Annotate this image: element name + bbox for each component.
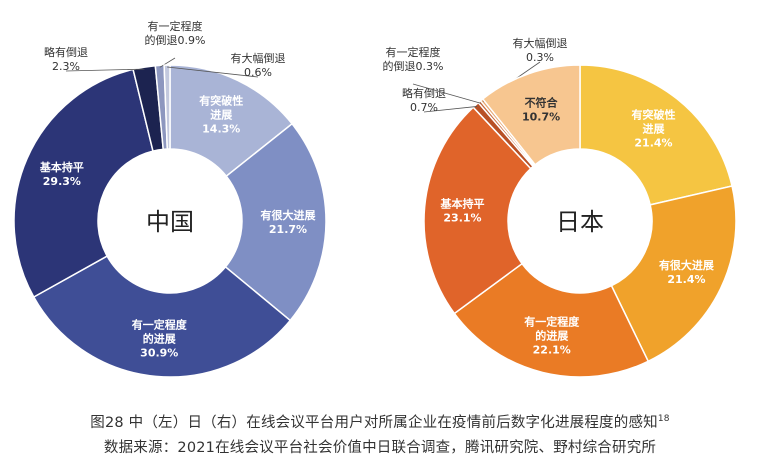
slice-value-label: 21.7%	[269, 223, 307, 236]
caption-text: 图28 中（左）日（右）在线会议平台用户对所属企业在疫情前后数字化进展程度的感知	[90, 415, 658, 431]
slice-category-label: 的进展	[535, 329, 569, 343]
donut-chart: 有突破性进展14.3%有很大进展21.7%有一定程度的进展30.9%基本持平29…	[13, 19, 327, 378]
slice-category-label: 进展	[210, 108, 233, 122]
slice-category-label: 进展	[642, 122, 665, 136]
slice-category-label: 不符合	[525, 96, 559, 110]
donut-slice	[481, 64, 581, 166]
donut-slice	[13, 68, 154, 299]
slice-value-label: 10.7%	[522, 111, 560, 124]
callout-label: 的倒退0.3%	[383, 59, 444, 73]
slice-category-label: 有突破性	[199, 94, 243, 108]
donut-slice	[453, 262, 650, 378]
donut-slice	[579, 64, 733, 206]
callout-label: 2.3%	[52, 60, 80, 73]
data-source: 数据来源：2021在线会议平台社会价值中日联合调查，腾讯研究院、野村综合研究所	[0, 436, 760, 457]
callout-label: 略有倒退	[44, 45, 88, 59]
leader-line	[412, 83, 481, 104]
chart-center-title: 日本	[556, 208, 604, 236]
donut-charts: 有突破性进展14.3%有很大进展21.7%有一定程度的进展30.9%基本持平29…	[13, 19, 737, 378]
slice-value-label: 23.1%	[443, 211, 481, 224]
leader-line	[167, 66, 259, 78]
slice-value-label: 21.4%	[634, 137, 672, 150]
callout-label: 0.7%	[410, 101, 438, 114]
donut-slice	[224, 122, 327, 322]
callout-label: 的倒退0.9%	[145, 33, 206, 47]
donut-slice	[32, 255, 292, 378]
slice-category-label: 的进展	[143, 332, 177, 346]
donut-slice	[163, 64, 171, 150]
slice-category-label: 有一定程度	[132, 318, 188, 332]
donut-slice	[423, 106, 532, 315]
slice-value-label: 22.1%	[533, 344, 571, 357]
figure-caption: 图28 中（左）日（右）在线会议平台用户对所属企业在疫情前后数字化进展程度的感知…	[0, 411, 760, 432]
callout-label: 0.3%	[526, 51, 554, 64]
callout-label: 有一定程度	[148, 19, 203, 33]
slice-category-label: 有突破性	[631, 108, 675, 122]
slice-value-label: 29.3%	[43, 175, 81, 188]
slice-value-label: 21.4%	[667, 273, 705, 286]
callout-label: 0.6%	[244, 66, 272, 79]
chart-center-title: 中国	[146, 208, 194, 236]
callout-label: 有大幅倒退	[231, 51, 286, 65]
callout-label: 略有倒退	[402, 86, 446, 100]
callout-label: 有一定程度	[386, 45, 441, 59]
leader-line	[159, 57, 176, 68]
leader-line	[423, 106, 478, 113]
data-source-text: 数据来源：2021在线会议平台社会价值中日联合调查，腾讯研究院、野村综合研究所	[103, 440, 657, 456]
slice-category-label: 有很大进展	[659, 258, 715, 272]
slice-category-label: 基本持平	[39, 160, 84, 174]
slice-category-label: 基本持平	[439, 196, 484, 210]
donut-slice	[610, 185, 737, 363]
slice-value-label: 30.9%	[140, 347, 178, 360]
leader-line	[65, 68, 145, 72]
slice-category-label: 有一定程度	[524, 315, 580, 329]
footnote-marker: 18	[657, 414, 670, 425]
slice-category-label: 有很大进展	[260, 208, 316, 222]
callout-label: 有大幅倒退	[513, 36, 568, 50]
donut-chart: 有突破性进展21.4%有很大进展21.4%有一定程度的进展22.1%基本持平23…	[383, 36, 737, 378]
slice-value-label: 14.3%	[202, 123, 240, 136]
